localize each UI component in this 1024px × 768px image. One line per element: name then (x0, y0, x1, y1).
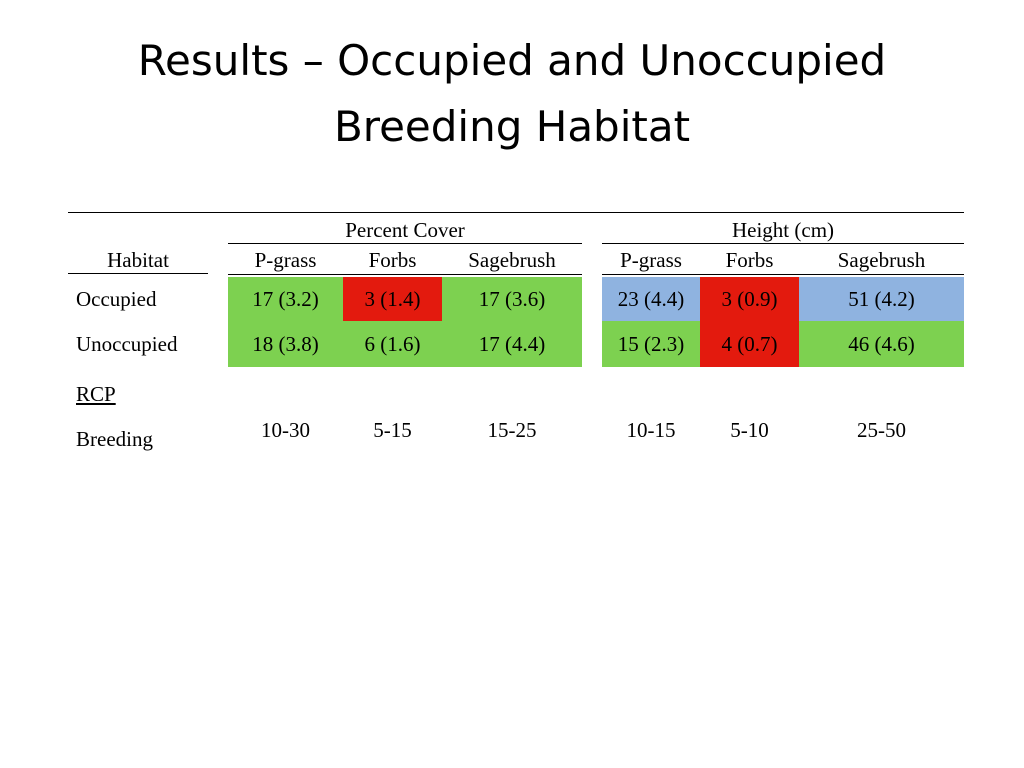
unoccupied-habitat-label: Unoccupied (76, 331, 178, 356)
height-group-header: Height (cm) (731, 217, 835, 242)
rcp-ht-forbs: 5-10 (730, 417, 769, 442)
height-header-rule (602, 274, 964, 275)
height-rule (602, 243, 964, 244)
slide-title: Results – Occupied and Unoccupied Breedi… (0, 28, 1024, 160)
unoccupied-pc-sagebrush-fill (442, 321, 582, 367)
occupied-pc-pgrass: 17 (3.2) (252, 286, 319, 311)
pc-forbs-column-header: Forbs (368, 247, 417, 272)
occupied-pc-forbs: 3 (1.4) (364, 286, 421, 311)
pc-sagebrush-column-header: Sagebrush (468, 247, 556, 272)
unoccupied-ht-pgrass: 15 (2.3) (617, 331, 685, 356)
occupied-ht-pgrass-fill (602, 277, 700, 321)
occupied-ht-forbs-fill (700, 277, 799, 321)
habitat-header-rule (68, 273, 208, 274)
unoccupied-ht-pgrass-fill (602, 321, 700, 367)
occupied-pc-sagebrush: 17 (3.6) (478, 286, 546, 311)
unoccupied-pc-pgrass-fill (228, 321, 343, 367)
rcp-pc-forbs: 5-15 (373, 417, 412, 442)
occupied-pc-pgrass-fill (228, 277, 343, 321)
percent-cover-group-header: Percent Cover (345, 217, 465, 242)
ht-pgrass-column-header: P-grass (620, 247, 682, 272)
unoccupied-pc-sagebrush: 17 (4.4) (478, 331, 546, 356)
rcp-pc-sagebrush: 15-25 (487, 417, 537, 442)
rcp-ht-sagebrush: 25-50 (857, 417, 906, 442)
unoccupied-pc-forbs-fill (343, 321, 442, 367)
unoccupied-ht-sagebrush-fill (799, 321, 964, 367)
occupied-ht-sagebrush: 51 (4.2) (848, 286, 915, 311)
occupied-habitat-label: Occupied (76, 286, 157, 311)
occupied-pc-forbs-fill (343, 277, 442, 321)
habitat-column-header: Habitat (107, 247, 169, 272)
percent-cover-rule (228, 243, 582, 244)
rcp-label: RCP (76, 381, 116, 406)
table-top-rule (68, 212, 964, 213)
unoccupied-pc-pgrass: 18 (3.8) (252, 331, 319, 356)
percent-cover-header-rule (228, 274, 582, 275)
slide-title-line-2: Breeding Habitat (333, 102, 691, 151)
unoccupied-pc-forbs: 6 (1.6) (364, 331, 421, 356)
occupied-pc-sagebrush-fill (442, 277, 582, 321)
ht-sagebrush-column-header: Sagebrush (837, 247, 926, 272)
rcp-pc-pgrass: 10-30 (261, 417, 310, 442)
rcp-ht-pgrass: 10-15 (626, 417, 676, 442)
unoccupied-ht-forbs: 4 (0.7) (721, 331, 778, 356)
ht-forbs-column-header: Forbs (725, 247, 774, 272)
occupied-ht-pgrass: 23 (4.4) (617, 286, 685, 311)
occupied-ht-forbs: 3 (0.9) (721, 286, 778, 311)
slide-title-line-1: Results – Occupied and Unoccupied (137, 36, 887, 85)
unoccupied-ht-forbs-fill (700, 321, 799, 367)
pc-pgrass-column-header: P-grass (254, 247, 317, 272)
rcp-breeding-label: Breeding (76, 426, 153, 451)
occupied-ht-sagebrush-fill (799, 277, 964, 321)
unoccupied-ht-sagebrush: 46 (4.6) (848, 331, 915, 356)
